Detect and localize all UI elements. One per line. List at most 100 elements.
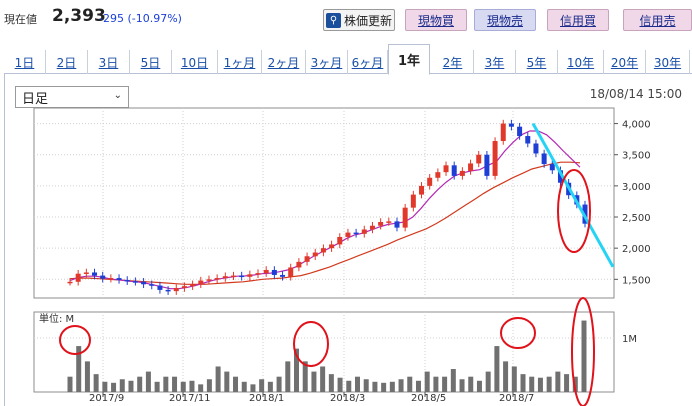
candle-body (271, 269, 277, 275)
candle-body (280, 274, 286, 277)
volume-bar (233, 376, 239, 392)
volume-bar (511, 366, 517, 392)
candle-body (410, 194, 416, 208)
tab-period-1[interactable]: 1日 (4, 50, 46, 74)
tab-period-15[interactable]: 20年 (604, 50, 646, 74)
tab-period-12[interactable]: 3年 (474, 50, 516, 74)
spot-buy-button[interactable]: 現物買 (405, 9, 467, 31)
x-tick-label: 2018/5 (411, 393, 446, 404)
volume-bar (137, 376, 143, 392)
candle-body (476, 154, 482, 164)
volume-bar (442, 376, 448, 392)
tab-period-9[interactable]: 6ヶ月 (348, 50, 388, 74)
candle-body (345, 232, 351, 237)
candle-body (190, 284, 196, 287)
candle-body (304, 256, 310, 262)
volume-bar (407, 376, 413, 392)
volume-bar (67, 376, 73, 392)
volume-bar (337, 377, 343, 392)
volume-bar (581, 320, 587, 392)
y-tick-label: 4,000 (622, 120, 651, 131)
volume-bar (241, 381, 247, 392)
y-tick-label: 3,500 (622, 151, 651, 162)
refresh-price-button[interactable]: ⚲ 株価更新 (323, 9, 395, 31)
ma-long-line (69, 161, 581, 285)
candle-body (230, 275, 236, 278)
volume-bar (163, 376, 169, 392)
candle-body (149, 284, 155, 286)
tab-period-2[interactable]: 2日 (46, 50, 88, 74)
volume-bar (198, 384, 204, 392)
x-tick-label: 2017/9 (89, 393, 124, 404)
annotation-circle (293, 321, 329, 367)
candle-body (459, 170, 465, 176)
candle-body (75, 273, 81, 282)
period-select[interactable]: 日足 ⌄ (15, 86, 129, 108)
volume-bar (285, 361, 291, 392)
candle-body (116, 278, 122, 280)
candle-body (533, 143, 539, 154)
tab-period-5[interactable]: 10日 (172, 50, 218, 74)
volume-bar (259, 379, 265, 392)
candle-body (492, 141, 498, 176)
candle-body (435, 172, 441, 178)
tab-period-13[interactable]: 5年 (516, 50, 558, 74)
tab-period-4[interactable]: 5日 (130, 50, 172, 74)
candle-body (443, 165, 449, 173)
trend-line (531, 122, 615, 268)
candle-body (541, 153, 547, 165)
volume-bar (389, 381, 395, 392)
volume-bar (172, 376, 178, 392)
candle-body (337, 236, 343, 245)
volume-bar (494, 346, 500, 392)
refresh-price-label: 株価更新 (343, 13, 392, 28)
candle-body (206, 279, 212, 281)
candle-body (132, 281, 138, 283)
candle-body (386, 221, 392, 223)
margin-sell-button[interactable]: 信用売 (623, 9, 692, 31)
tab-period-8[interactable]: 3ヶ月 (306, 50, 348, 74)
volume-bar (415, 380, 421, 392)
tab-period-6[interactable]: 1ヶ月 (218, 50, 262, 74)
candle-body (508, 123, 514, 127)
candle-body (525, 136, 531, 144)
tab-period-3[interactable]: 3日 (88, 50, 130, 74)
candle-body (484, 154, 490, 176)
candle-body (353, 232, 359, 235)
candle-body (67, 281, 73, 284)
volume-bar (206, 379, 212, 392)
candle-body (222, 276, 228, 279)
current-price-label: 現在値 (4, 13, 37, 26)
volume-bar (372, 381, 378, 392)
tab-period-14[interactable]: 10年 (558, 50, 604, 74)
chevron-down-icon: ⌄ (113, 90, 122, 101)
volume-bar (154, 381, 160, 392)
volume-bar (102, 381, 108, 392)
volume-bar (564, 374, 570, 392)
volume-bar (111, 382, 117, 392)
volume-bar (276, 376, 282, 392)
price-panel (33, 107, 615, 299)
annotation-circle (59, 325, 91, 355)
volume-bar (529, 376, 535, 392)
candle-body (468, 163, 474, 171)
candle-body (181, 286, 187, 289)
candle-body (402, 207, 408, 228)
candle-body (141, 281, 147, 285)
candle-body (329, 244, 335, 249)
volume-bar (555, 371, 561, 392)
volume-bar (328, 374, 334, 392)
volume-tick-label: 1M (622, 334, 637, 345)
candle-body (361, 229, 367, 234)
search-icon: ⚲ (325, 12, 341, 28)
tab-period-11[interactable]: 2年 (432, 50, 474, 74)
spot-sell-button[interactable]: 現物売 (474, 9, 536, 31)
x-tick-label: 2018/7 (499, 393, 534, 404)
tab-period-7[interactable]: 2ヶ月 (262, 50, 306, 74)
volume-bar (503, 361, 509, 392)
tab-period-16[interactable]: 30年 (646, 50, 690, 74)
margin-buy-button[interactable]: 信用買 (547, 9, 609, 31)
tab-period-10[interactable]: 1年 (388, 44, 430, 75)
candle-body (451, 165, 457, 176)
